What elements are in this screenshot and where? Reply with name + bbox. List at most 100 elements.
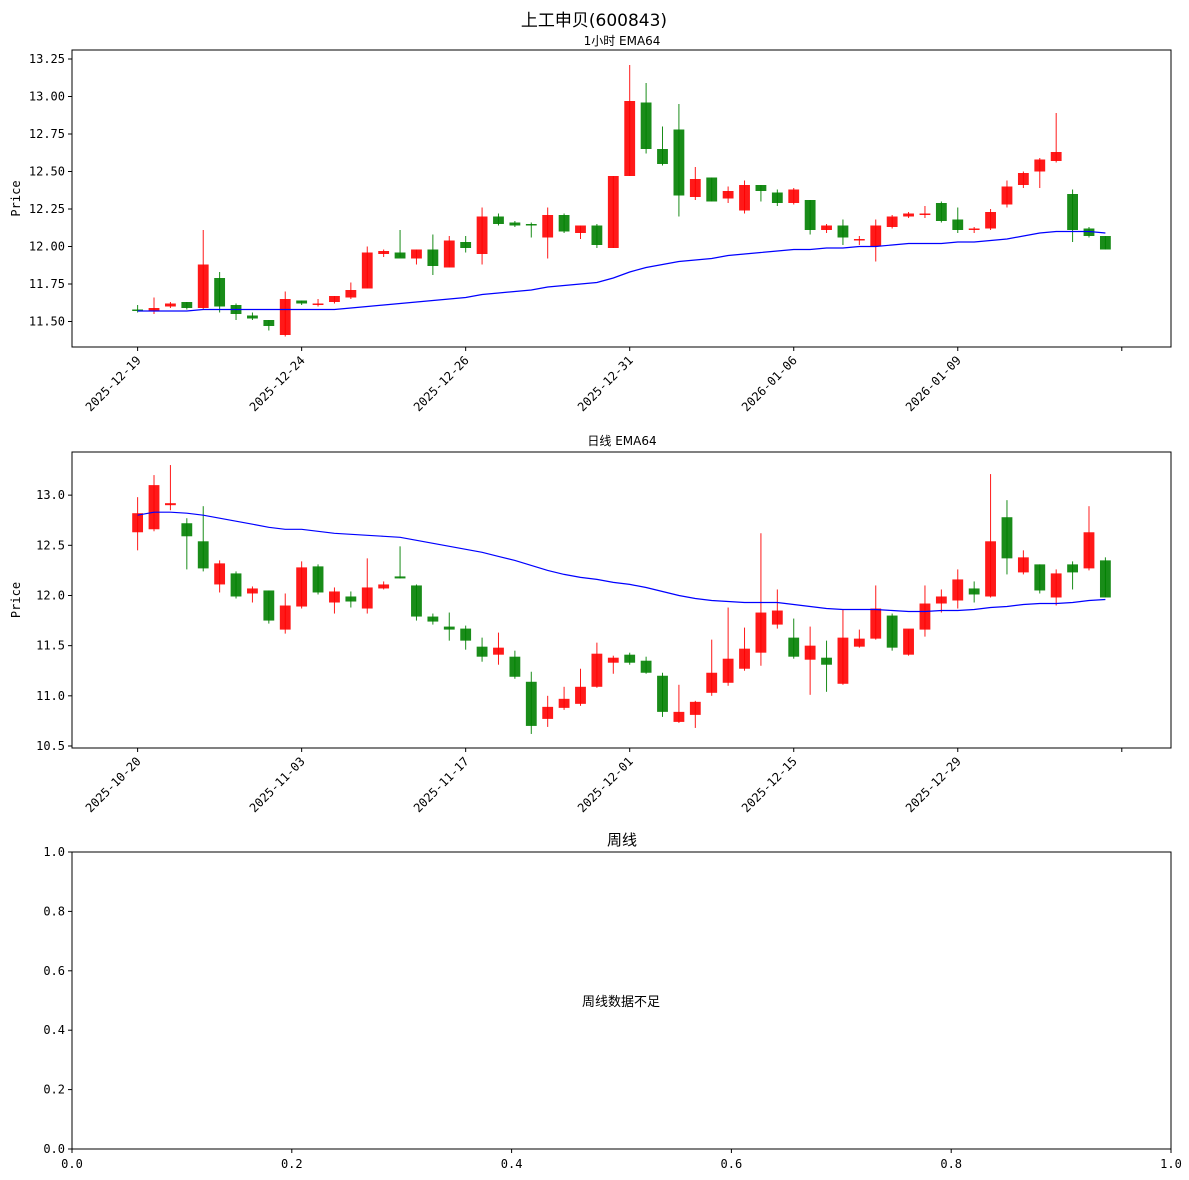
hourly-candle-body xyxy=(181,302,193,308)
hourly-candle-body xyxy=(853,239,865,241)
daily-candle-body xyxy=(804,645,816,660)
daily-candle-body xyxy=(788,637,800,657)
daily-candle-body xyxy=(903,628,914,655)
hourly-candle-body xyxy=(443,240,455,268)
weekly-xtick-label: 0.6 xyxy=(721,1157,743,1171)
hourly-candle-body xyxy=(148,308,160,311)
daily-candle-body xyxy=(968,588,980,595)
daily-candle-body xyxy=(263,590,275,621)
hourly-candle-body xyxy=(361,252,373,289)
daily-candle-body xyxy=(411,585,422,617)
daily-candle-body xyxy=(1001,517,1013,559)
daily-candle-body xyxy=(886,615,898,648)
hourly-ytick-label: 13.25 xyxy=(29,52,65,66)
hourly-xtick-label: 2026-01-09 xyxy=(903,353,964,414)
hourly-candle-body xyxy=(1083,228,1095,236)
weekly-ytick-label: 0.4 xyxy=(43,1023,65,1037)
daily-candle-body xyxy=(460,628,472,641)
hourly-candle-body xyxy=(689,179,701,197)
hourly-candle-body xyxy=(247,315,258,319)
hourly-candle-body xyxy=(312,303,324,305)
hourly-candle-body xyxy=(935,203,947,221)
daily-candle-body xyxy=(361,587,373,609)
hourly-candle-body xyxy=(558,215,570,232)
daily-candle-body xyxy=(591,653,603,687)
hourly-ytick-label: 12.75 xyxy=(29,127,65,141)
daily-candle-body xyxy=(870,608,882,639)
hourly-candle-body xyxy=(624,101,636,176)
hourly-candle-body xyxy=(1017,173,1029,185)
daily-candle-body xyxy=(394,576,406,579)
hourly-candle-body xyxy=(460,242,472,248)
daily-candle-body xyxy=(1034,564,1046,591)
daily-candle-body xyxy=(673,711,685,722)
hourly-candle-body xyxy=(607,176,619,248)
daily-candle-body xyxy=(148,485,160,530)
daily-candle-body xyxy=(165,503,176,506)
weekly-chart-panel: 周线 周线数据不足 0.0 0.2 0.4 0.6 0.8 1.0 0.0 0.2 0.4 0.6… xyxy=(43,831,1182,1171)
daily-candle-body xyxy=(575,686,586,704)
weekly-xtick-label: 0.8 xyxy=(940,1157,962,1171)
hourly-candle-body xyxy=(197,264,209,308)
weekly-no-data-message: 周线数据不足 xyxy=(582,995,660,1010)
daily-ylabel: Price xyxy=(9,582,23,618)
hourly-candle-body xyxy=(1099,236,1111,250)
daily-candle-body xyxy=(378,584,390,589)
hourly-candle-body xyxy=(870,225,882,247)
daily-candle-body xyxy=(739,648,750,669)
daily-candle-body xyxy=(525,681,537,726)
daily-xtick-label: 2025-11-03 xyxy=(247,754,308,815)
daily-candle-body xyxy=(443,626,455,630)
hourly-candle-body xyxy=(542,215,554,238)
daily-candle-body xyxy=(1050,573,1062,598)
hourly-candle-body xyxy=(985,212,996,229)
weekly-ytick-label: 1.0 xyxy=(43,845,65,859)
daily-ytick-label: 11.5 xyxy=(36,639,65,653)
hourly-candle-body xyxy=(591,225,603,245)
daily-candle-body xyxy=(197,541,209,569)
hourly-ema-line xyxy=(137,230,1106,312)
daily-candle-body xyxy=(935,596,947,604)
hourly-candle-body xyxy=(673,129,685,196)
hourly-candle-body xyxy=(165,303,176,307)
hourly-candle-body xyxy=(640,102,652,149)
daily-candle-body xyxy=(853,638,865,647)
hourly-candle-body xyxy=(525,224,537,226)
daily-candle-body xyxy=(919,603,931,630)
hourly-candle-body xyxy=(919,213,931,215)
hourly-candle-body xyxy=(394,252,406,259)
hourly-candle-body xyxy=(378,251,390,254)
hourly-candle-body xyxy=(788,189,800,203)
daily-candle-body xyxy=(689,701,701,715)
weekly-ytick-label: 0.8 xyxy=(43,904,65,918)
daily-ytick-label: 13.0 xyxy=(36,488,65,502)
figure-title: 上工申贝(600843) xyxy=(521,11,667,31)
weekly-chart-title: 周线 xyxy=(607,831,637,849)
daily-xtick-label: 2025-12-29 xyxy=(903,754,964,815)
daily-chart-panel: 日线 EMA64 10.5 11.0 11.5 12.0 12.5 13.0 2025-10… xyxy=(9,434,1172,815)
hourly-candle-body xyxy=(886,216,898,227)
daily-candle-body xyxy=(476,646,488,657)
daily-ytick-label: 12.0 xyxy=(36,588,65,602)
hourly-candle-body xyxy=(411,249,422,259)
weekly-ytick-label: 0.2 xyxy=(43,1083,65,1097)
hourly-candle-body xyxy=(476,216,488,254)
daily-candle-body xyxy=(755,612,767,653)
daily-candle-body xyxy=(558,698,570,708)
weekly-xtick-label: 0.2 xyxy=(281,1157,303,1171)
daily-candle-body xyxy=(952,579,964,601)
hourly-candle-body xyxy=(214,278,226,307)
weekly-xtick-label: 1.0 xyxy=(1160,1157,1182,1171)
hourly-candle-body xyxy=(968,228,980,230)
hourly-candle-body xyxy=(345,290,357,298)
daily-candle-body xyxy=(985,541,996,597)
hourly-xtick-label: 2025-12-24 xyxy=(247,353,308,414)
daily-xtick-label: 2025-11-17 xyxy=(411,754,472,815)
daily-chart-title: 日线 EMA64 xyxy=(587,434,656,448)
hourly-candle-body xyxy=(132,309,144,311)
hourly-candle-body xyxy=(1001,186,1013,205)
hourly-xtick-label: 2025-12-31 xyxy=(575,353,636,414)
hourly-xtick-label: 2025-12-26 xyxy=(411,353,472,414)
daily-candle-body xyxy=(296,567,308,607)
hourly-candle-body xyxy=(263,320,275,326)
